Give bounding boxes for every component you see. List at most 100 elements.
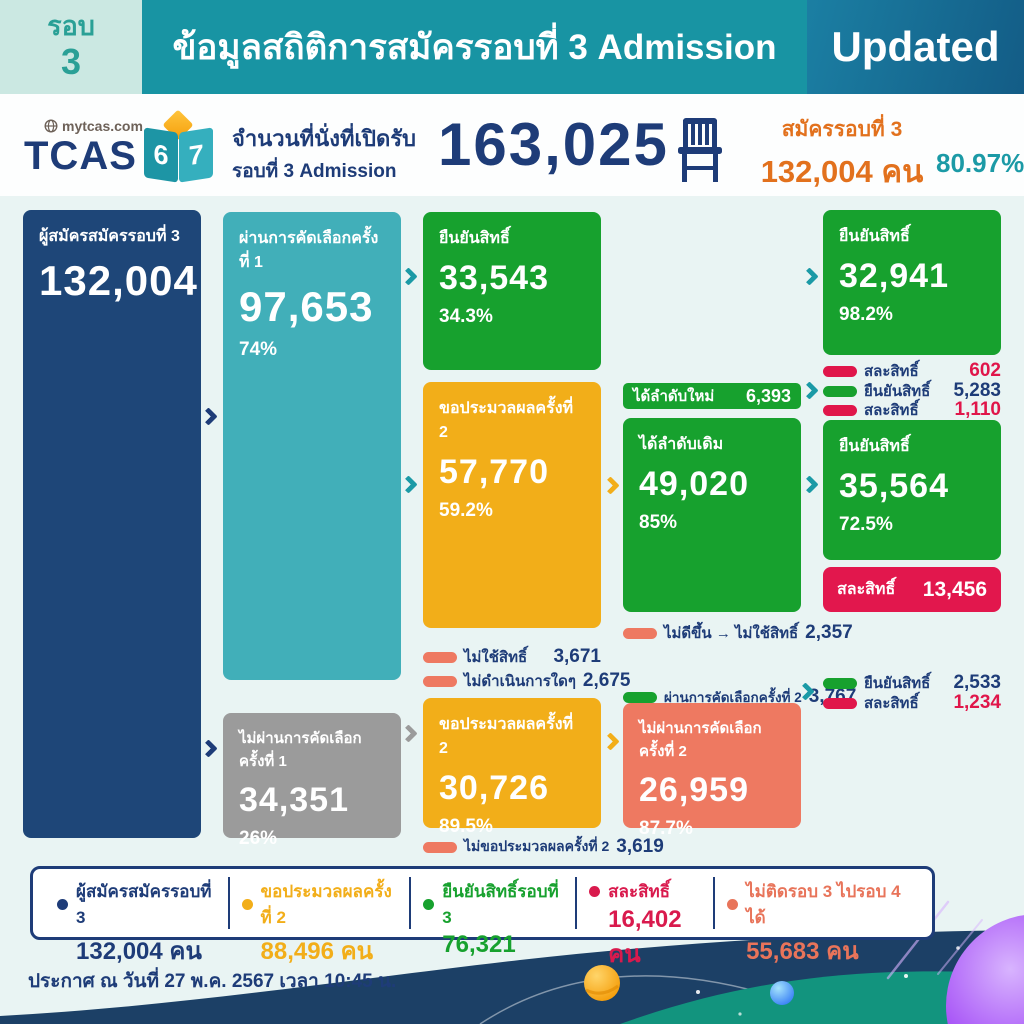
failed-round2-percent: 87.7% bbox=[639, 818, 693, 839]
reprocess-1-percent: 59.2% bbox=[439, 500, 493, 521]
purple-planet-icon bbox=[946, 915, 1024, 1024]
new-rank-bar: ได้ลำดับใหม่ 6,393 bbox=[623, 383, 801, 409]
salmon-pill-icon bbox=[423, 651, 457, 663]
confirmed-round2-percent: 72.5% bbox=[839, 514, 893, 535]
applied-percent: 80.97% bbox=[936, 148, 1024, 178]
red-pill-icon bbox=[823, 365, 857, 377]
legend-item-reprocess: ขอประมวลผลครั้งที่ 2 88,496 คน bbox=[230, 877, 412, 965]
passed-round1-value: 97,653 bbox=[239, 283, 374, 330]
confirmed-round2-label: ยืนยันสิทธิ์ bbox=[839, 438, 910, 455]
globe-icon bbox=[44, 119, 58, 133]
mytcas-site-label: mytcas.com bbox=[44, 118, 143, 134]
failed-round1-box: ไม่ผ่านการคัดเลือกครั้งที่ 1 34,351 26% bbox=[223, 713, 401, 849]
new-rank-label: ได้ลำดับใหม่ bbox=[633, 388, 715, 405]
arrow-right-icon bbox=[199, 739, 218, 758]
no-reprocess-value: 3,619 bbox=[616, 836, 664, 857]
confirmed-final-percent: 98.2% bbox=[839, 304, 893, 325]
confirm-2533-row: ยืนยันสิทธิ์ 2,533 bbox=[823, 671, 1001, 695]
legend-value: 76,321 bbox=[442, 931, 516, 958]
mytcas-site-text: mytcas.com bbox=[62, 118, 143, 134]
reprocess-1-box: ขอประมวลผลครั้งที่ 2 57,770 59.2% bbox=[423, 382, 601, 628]
legend-label: ยืนยันสิทธิ์รอบที่ 3 bbox=[442, 882, 559, 927]
applied-value: 132,004 คน bbox=[760, 153, 924, 189]
arrow-right-icon bbox=[399, 267, 418, 286]
seats-label-line2: รอบที่ 3 Admission bbox=[232, 161, 397, 183]
legend-item-forfeit: สละสิทธิ์ 16,402 คน bbox=[577, 877, 716, 968]
summary-legend: ผู้สมัครสมัครรอบที่ 3 132,004 คน ขอประมว… bbox=[30, 866, 935, 968]
updated-badge: Updated bbox=[807, 0, 1024, 94]
not-better-row: ไม่ดีขึ้น → ไม่ใช้สิทธิ์ 2,357 bbox=[623, 621, 853, 645]
confirmed-round2-value: 35,564 bbox=[839, 467, 949, 505]
failed-round2-label: ไม่ผ่านการคัดเลือกครั้งที่ 2 bbox=[639, 720, 762, 760]
not-better-label: ไม่ดีขึ้น → ไม่ใช้สิทธิ์ bbox=[664, 625, 799, 642]
green-pill-icon bbox=[823, 677, 857, 689]
salmon-pill-icon bbox=[423, 841, 457, 853]
failed-round1-percent: 26% bbox=[239, 828, 278, 849]
failed-round1-label: ไม่ผ่านการคัดเลือกครั้งที่ 1 bbox=[239, 730, 362, 770]
legend-value: 132,004 คน bbox=[76, 938, 202, 965]
no-reprocess-label: ไม่ขอประมวลผลครั้งที่ 2 bbox=[464, 838, 610, 854]
confirmed-box-1: ยืนยันสิทธิ์ 33,543 34.3% bbox=[423, 212, 601, 370]
passed-round1-percent: 74% bbox=[239, 339, 278, 360]
legend-item-applicants: ผู้สมัครสมัครรอบที่ 3 132,004 คน bbox=[45, 877, 230, 965]
arrow-right-icon bbox=[601, 476, 620, 495]
forfeit-602-row: สละสิทธิ์ 602 bbox=[823, 359, 1001, 383]
reprocess-2-percent: 89.5% bbox=[439, 816, 493, 837]
failed-round1-value: 34,351 bbox=[239, 781, 349, 819]
same-rank-label: ได้ลำดับเดิม bbox=[639, 436, 724, 453]
green-dot-icon bbox=[423, 899, 435, 910]
book-left-page: 6 bbox=[144, 127, 178, 183]
confirm-5283-value: 5,283 bbox=[953, 380, 1001, 401]
forfeit-box-value: 13,456 bbox=[922, 577, 987, 601]
amber-dot-icon bbox=[241, 899, 253, 910]
forfeit-1234-value: 1,234 bbox=[953, 692, 1001, 713]
salmon-dot-icon bbox=[727, 899, 739, 910]
applicants-box: ผู้สมัครสมัครรอบที่ 3 132,004 bbox=[23, 210, 201, 838]
new-rank-value: 6,393 bbox=[745, 385, 791, 406]
blue-planet-icon bbox=[770, 981, 794, 1005]
page-title: ข้อมูลสถิติการสมัครรอบที่ 3 Admission bbox=[172, 27, 777, 67]
confirmed-final-value: 32,941 bbox=[839, 257, 949, 295]
legend-label: สละสิทธิ์ bbox=[608, 882, 671, 901]
confirmed-1-value: 33,543 bbox=[439, 259, 549, 297]
confirm-2533-value: 2,533 bbox=[953, 672, 1001, 693]
tcas-wordmark: TCAS bbox=[24, 134, 137, 178]
forfeit-box-label: สละสิทธิ์ bbox=[837, 581, 896, 598]
announcement-note: ประกาศ ณ วันที่ 27 พ.ค. 2567 เวลา 10:45 … bbox=[28, 971, 397, 992]
legend-label: ขอประมวลผลครั้งที่ 2 bbox=[260, 882, 392, 927]
forfeit-1110-value: 1,110 bbox=[954, 399, 1002, 420]
confirmed-1-percent: 34.3% bbox=[439, 306, 493, 327]
forfeit-602-label: สละสิทธิ์ bbox=[864, 363, 919, 380]
confirmed-final-box: ยืนยันสิทธิ์ 32,941 98.2% bbox=[823, 210, 1001, 355]
failed-round2-box: ไม่ผ่านการคัดเลือกครั้งที่ 2 26,959 87.7… bbox=[623, 703, 801, 839]
red-pill-icon bbox=[823, 404, 857, 416]
not-use-right-row: ไม่ใช้สิทธิ์ 3,671 bbox=[423, 645, 601, 669]
forfeit-1234-label: สละสิทธิ์ bbox=[864, 695, 919, 712]
legend-item-confirmed: ยืนยันสิทธิ์รอบที่ 3 76,321 bbox=[411, 877, 578, 958]
tcas-logo: mytcas.com TCAS 6 7 bbox=[24, 109, 224, 190]
confirmed-round2-box: ยืนยันสิทธิ์ 35,564 72.5% bbox=[823, 420, 1001, 560]
reprocess-2-box: ขอประมวลผลครั้งที่ 2 30,726 89.5% bbox=[423, 698, 601, 837]
chair-icon bbox=[678, 118, 722, 182]
arrow-right-icon bbox=[800, 475, 819, 494]
same-rank-value: 49,020 bbox=[639, 465, 749, 503]
forfeit-602-value: 602 bbox=[969, 360, 1001, 381]
legend-value: 88,496 คน bbox=[260, 938, 374, 965]
navy-dot-icon bbox=[57, 899, 68, 910]
same-rank-box: ได้ลำดับเดิม 49,020 85% bbox=[623, 418, 801, 612]
no-action-row: ไม่ดำเนินการใดๆ 2,675 bbox=[423, 669, 630, 693]
same-rank-percent: 85% bbox=[639, 512, 678, 533]
no-reprocess-row: ไม่ขอประมวลผลครั้งที่ 2 3,619 bbox=[423, 836, 664, 858]
arrow-right-icon bbox=[800, 267, 819, 286]
forfeit-1110-row: สละสิทธิ์ 1,110 bbox=[823, 398, 1001, 422]
confirmed-1-label: ยืนยันสิทธิ์ bbox=[439, 230, 510, 247]
no-action-value: 2,675 bbox=[582, 670, 631, 691]
forfeit-1234-row: สละสิทธิ์ 1,234 bbox=[823, 691, 1001, 715]
no-action-label: ไม่ดำเนินการใดๆ bbox=[464, 673, 576, 690]
failed-round2-value: 26,959 bbox=[639, 771, 749, 809]
red-pill-icon bbox=[823, 697, 857, 709]
reprocess-2-value: 30,726 bbox=[439, 769, 549, 807]
legend-value: 16,402 คน bbox=[608, 905, 682, 968]
round-badge: รอบ 3 bbox=[0, 0, 142, 94]
